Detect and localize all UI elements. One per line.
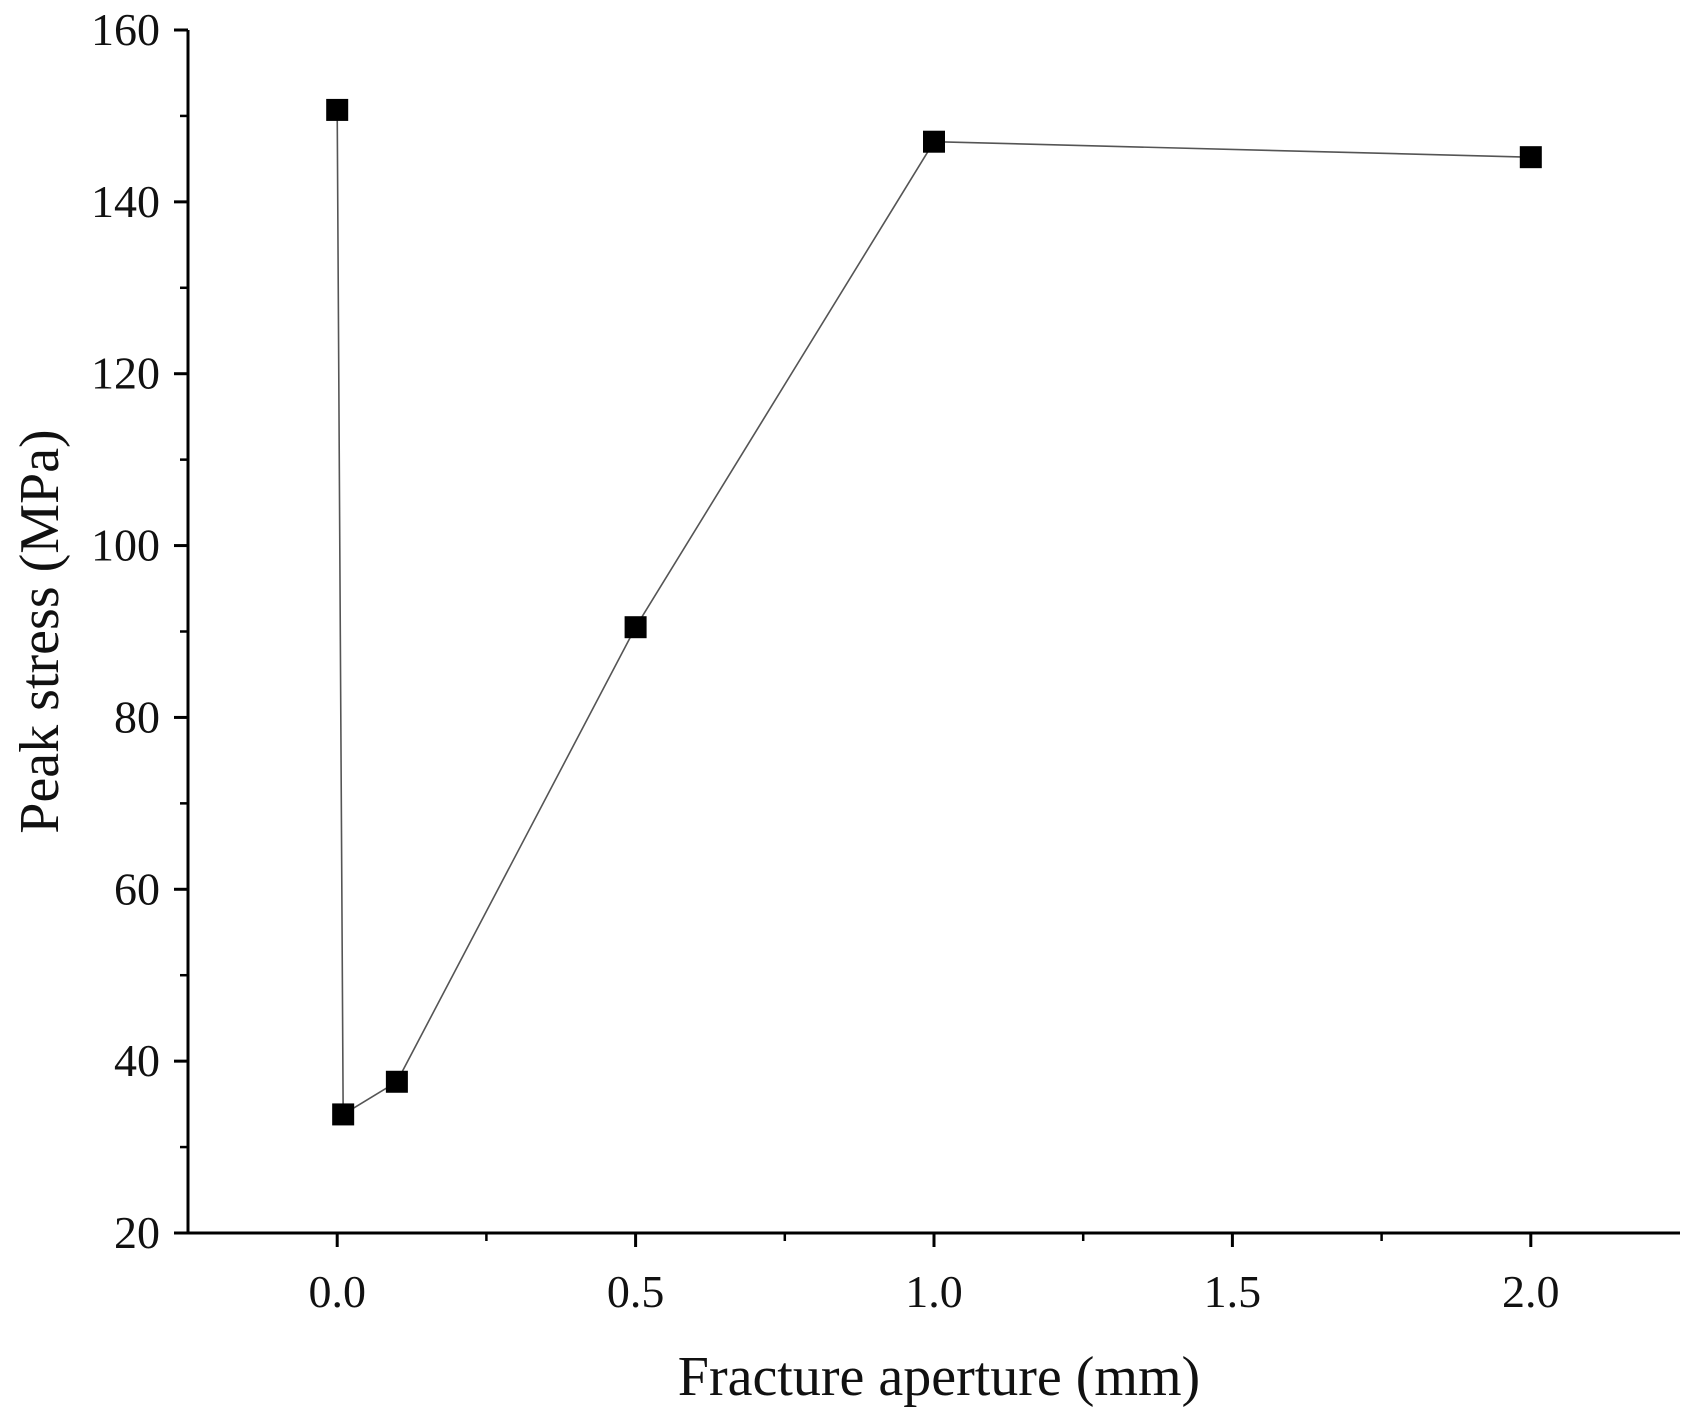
y-axis-title: Peak stress (MPa): [9, 429, 71, 833]
y-tick-label: 60: [114, 863, 160, 914]
series-layer: [326, 98, 1542, 1126]
y-tick-label: 100: [91, 520, 160, 571]
y-tick-label: 40: [114, 1035, 160, 1086]
x-axis-title: Fracture aperture (mm): [678, 1346, 1200, 1408]
series-line: [336, 109, 1531, 1116]
x-tick-label: 2.0: [1502, 1266, 1560, 1317]
x-tick-label: 0.5: [607, 1266, 665, 1317]
y-tick-label: 120: [91, 348, 160, 399]
data-point: [326, 98, 349, 121]
x-ticks: 0.0 0.5 1.0 1.5 2.0: [308, 1233, 1560, 1317]
data-point: [624, 616, 647, 639]
data-point: [923, 130, 945, 153]
y-tick-label: 140: [91, 176, 160, 227]
x-tick-label: 1.0: [905, 1266, 963, 1317]
y-tick-label: 20: [114, 1207, 160, 1258]
data-point: [1519, 146, 1542, 169]
y-ticks: 20 40 60 80 100 120 140 160: [91, 4, 188, 1258]
data-point: [385, 1070, 408, 1093]
x-tick-label: 1.5: [1204, 1266, 1262, 1317]
x-tick-label: 0.0: [308, 1266, 366, 1317]
y-tick-label: 160: [91, 4, 160, 55]
y-tick-label: 80: [114, 691, 160, 742]
data-point: [332, 1103, 355, 1126]
